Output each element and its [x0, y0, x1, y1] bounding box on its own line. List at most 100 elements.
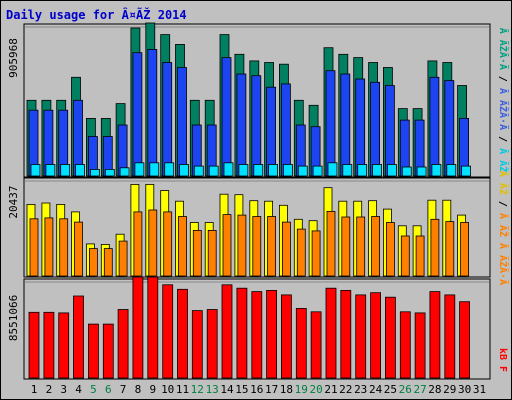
bar-layer [25, 22, 489, 379]
bottom-panel: 8551066 kB F [7, 278, 508, 380]
top-legend: Â ÃŽÂ·Ã / Â ÃŽÂ·Ã / Â ÃŽ [497, 28, 510, 173]
top-bar-day-6-series-3 [104, 168, 115, 177]
top-legend-item-2: / [497, 76, 508, 88]
top-bar-day-29-series-3 [446, 164, 457, 177]
bottom-bar-day-22-series-1 [340, 289, 352, 379]
top-bar-day-14-series-2 [221, 57, 232, 177]
middle-panel-border [23, 177, 491, 278]
top-bar-day-15-series-2 [236, 73, 247, 177]
bottom-bar-day-19-series-1 [295, 307, 307, 379]
bottom-bar-day-2-series-1 [43, 311, 55, 379]
day-label-30: 30 [458, 383, 471, 396]
bottom-bar-day-5-series-1 [88, 323, 99, 379]
top-legend-item-3: Â ÃŽÂ·Ã [497, 88, 510, 136]
top-bar-day-16-series-2 [251, 75, 262, 177]
middle-bar-day-15-series-2 [237, 214, 247, 277]
top-scale-label: 905968 [7, 38, 20, 78]
day-label-28: 28 [428, 383, 441, 396]
day-label-24: 24 [369, 383, 383, 396]
bottom-bar-day-28-series-1 [429, 291, 441, 379]
day-label-19: 19 [295, 383, 308, 396]
bottom-bar-day-12-series-1 [191, 310, 203, 379]
bottom-bar-day-20-series-1 [310, 311, 322, 379]
top-bar-day-8-series-3 [134, 162, 145, 177]
top-bar-day-22-series-3 [342, 164, 353, 177]
bottom-bar-day-26-series-1 [399, 311, 411, 379]
day-axis: 1 2 3 4 5 6 7 8 9 10 11 12 13 14 15 16 17 18 19 20 21 22 23 24 2… [31, 383, 486, 396]
top-bar-day-24-series-3 [372, 164, 383, 177]
top-bar-day-25-series-2 [384, 85, 395, 177]
middle-panel: 20437 Â ÃŽ / Â ÃŽ Â ÃŽÂ·Ã [7, 171, 510, 285]
middle-bar-day-25-series-2 [385, 222, 395, 277]
middle-legend-item-2: / [497, 201, 508, 213]
bottom-bar-day-24-series-1 [370, 292, 382, 379]
middle-legend-item-3: Â ÃŽ Â ÃŽÂ·Ã [497, 213, 510, 285]
middle-bar-day-10-series-2 [163, 211, 173, 277]
day-label-9: 9 [149, 383, 156, 396]
top-bar-day-29-series-2 [444, 80, 455, 177]
middle-bar-day-23-series-2 [356, 216, 366, 277]
bottom-bar-day-15-series-1 [236, 287, 248, 379]
bottom-bar-day-9-series-1 [147, 276, 159, 379]
middle-bar-day-6-series-2 [103, 248, 113, 277]
top-bar-day-17-series-3 [268, 164, 279, 177]
middle-bar-day-19-series-2 [296, 228, 306, 277]
bottom-bar-day-13-series-1 [206, 309, 218, 379]
middle-bar-day-27-series-2 [415, 235, 425, 277]
top-bar-day-13-series-3 [208, 165, 219, 177]
middle-bar-day-9-series-2 [148, 209, 158, 277]
day-label-1: 1 [31, 383, 38, 396]
top-bar-day-16-series-3 [253, 164, 264, 177]
bottom-bar-day-16-series-1 [251, 291, 263, 379]
top-bar-day-12-series-3 [193, 165, 204, 177]
middle-bar-day-2-series-2 [44, 217, 54, 277]
middle-bar-day-13-series-2 [207, 229, 217, 277]
top-bar-day-18-series-3 [282, 164, 293, 177]
chart-title: Daily usage for Â¤ÃŽ 2014 [6, 7, 187, 22]
top-bar-day-14-series-3 [223, 162, 234, 177]
top-bar-day-9-series-3 [149, 162, 160, 177]
middle-bar-day-26-series-2 [400, 235, 410, 277]
top-bar-day-7-series-3 [119, 167, 130, 177]
bottom-bar-day-21-series-1 [325, 287, 337, 379]
day-label-13: 13 [206, 383, 219, 396]
day-label-11: 11 [176, 383, 189, 396]
day-label-16: 16 [250, 383, 263, 396]
top-bar-day-27-series-3 [416, 166, 427, 177]
day-label-21: 21 [324, 383, 337, 396]
top-panel-border [23, 23, 491, 178]
day-label-10: 10 [161, 383, 174, 396]
bottom-bar-day-11-series-1 [177, 288, 188, 379]
bottom-bar-day-6-series-1 [102, 323, 114, 379]
top-legend-item-5: Â ÃŽ [497, 148, 510, 172]
top-bar-day-19-series-3 [297, 165, 308, 177]
top-bar-day-21-series-3 [327, 162, 338, 177]
middle-bar-day-22-series-2 [341, 216, 351, 277]
middle-bar-day-3-series-2 [59, 218, 69, 277]
day-label-17: 17 [265, 383, 278, 396]
middle-bar-day-4-series-2 [74, 221, 83, 277]
middle-bar-day-24-series-2 [371, 216, 381, 277]
top-legend-item-1: Â ÃŽÂ·Ã [497, 28, 510, 76]
bottom-bar-day-4-series-1 [73, 295, 84, 379]
top-bar-day-2-series-3 [45, 164, 56, 177]
top-bar-day-1-series-3 [30, 164, 41, 177]
middle-bar-day-7-series-2 [118, 240, 128, 277]
middle-scale-label: 20437 [7, 185, 20, 218]
top-bar-day-18-series-2 [280, 83, 291, 177]
middle-bar-day-30-series-2 [460, 222, 470, 277]
bottom-bar-day-30-series-1 [459, 301, 471, 379]
bottom-legend-item-1: kB F [497, 348, 508, 372]
top-bar-day-3-series-3 [60, 164, 71, 177]
day-label-27: 27 [413, 383, 426, 396]
top-bar-day-21-series-2 [325, 70, 336, 177]
middle-bar-day-14-series-2 [222, 214, 232, 277]
top-bar-day-23-series-2 [355, 78, 366, 177]
middle-bar-day-20-series-2 [311, 230, 321, 277]
bottom-bar-day-29-series-1 [444, 294, 456, 379]
top-bar-day-17-series-2 [266, 86, 277, 177]
day-label-6: 6 [105, 383, 112, 396]
top-panel: 905968 Â ÃŽÂ·Ã / Â ÃŽÂ·Ã / Â ÃŽ [7, 23, 510, 178]
bottom-bar-day-25-series-1 [384, 296, 396, 379]
middle-bar-day-16-series-2 [252, 216, 262, 277]
